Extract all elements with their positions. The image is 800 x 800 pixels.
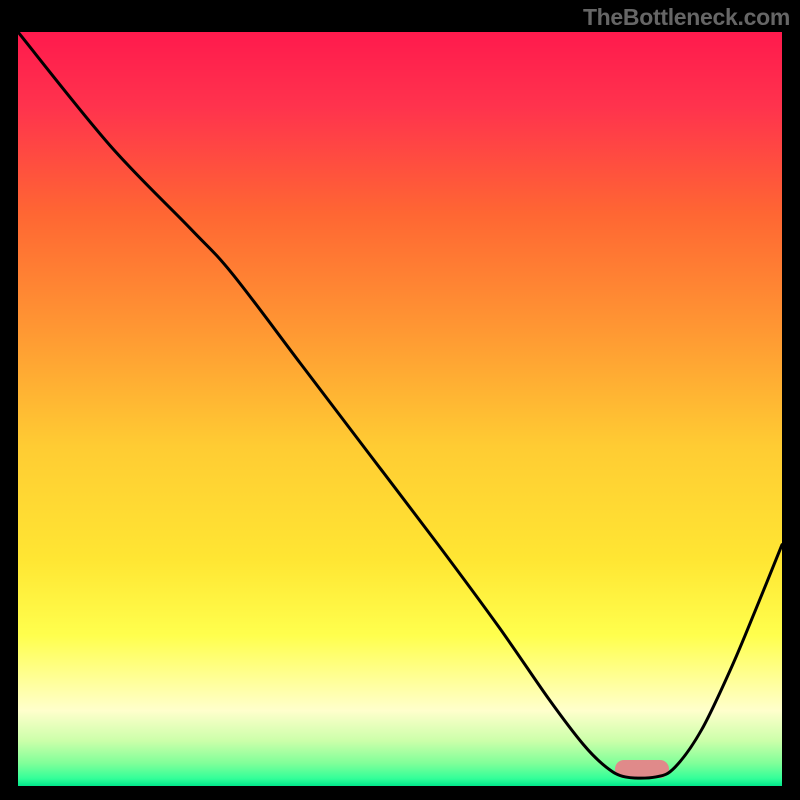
watermark-text: TheBottleneck.com xyxy=(583,4,790,31)
plot-area xyxy=(18,32,782,786)
bottleneck-curve xyxy=(18,32,782,786)
chart-frame: TheBottleneck.com xyxy=(0,0,800,800)
